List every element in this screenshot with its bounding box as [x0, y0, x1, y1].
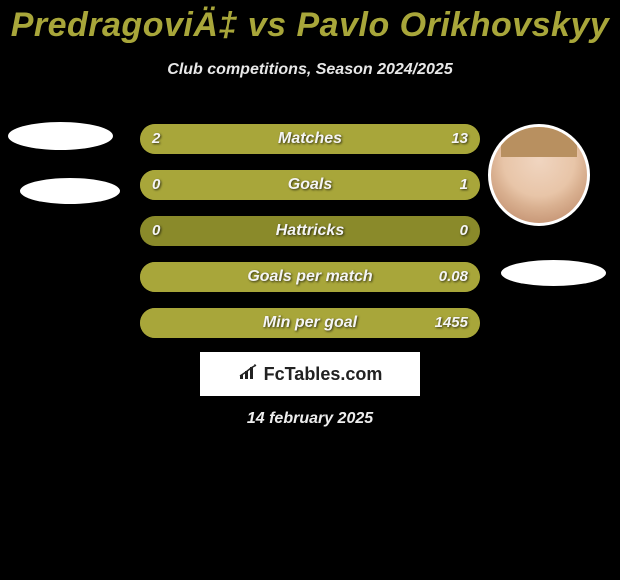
stat-label: Matches	[140, 124, 480, 154]
chart-icon	[238, 363, 260, 386]
stat-row: Goals per match0.08	[140, 262, 480, 292]
stat-label: Goals	[140, 170, 480, 200]
stat-label: Hattricks	[140, 216, 480, 246]
stat-row: 0Goals1	[140, 170, 480, 200]
stat-label: Goals per match	[140, 262, 480, 292]
stat-label: Min per goal	[140, 308, 480, 338]
player-right-team-placeholder	[501, 260, 606, 286]
stat-right-value: 0.08	[439, 262, 468, 292]
logo-text: FcTables.com	[264, 364, 383, 385]
fctables-logo[interactable]: FcTables.com	[200, 352, 420, 396]
page-subtitle: Club competitions, Season 2024/2025	[0, 61, 620, 79]
stat-row: 0Hattricks0	[140, 216, 480, 246]
player-left-avatar-placeholder-2	[20, 178, 120, 204]
page-title: PredragoviÄ‡ vs Pavlo Orikhovskyy	[0, 0, 620, 45]
stat-right-value: 13	[451, 124, 468, 154]
stat-row: 2Matches13	[140, 124, 480, 154]
stat-right-value: 1455	[435, 308, 468, 338]
player-left-avatar-placeholder-1	[8, 122, 113, 150]
stat-right-value: 0	[460, 216, 468, 246]
stat-row: Min per goal1455	[140, 308, 480, 338]
footer-date: 14 february 2025	[0, 410, 620, 428]
player-right-avatar	[488, 124, 590, 226]
stats-container: 2Matches130Goals10Hattricks0Goals per ma…	[140, 124, 480, 354]
stat-right-value: 1	[460, 170, 468, 200]
